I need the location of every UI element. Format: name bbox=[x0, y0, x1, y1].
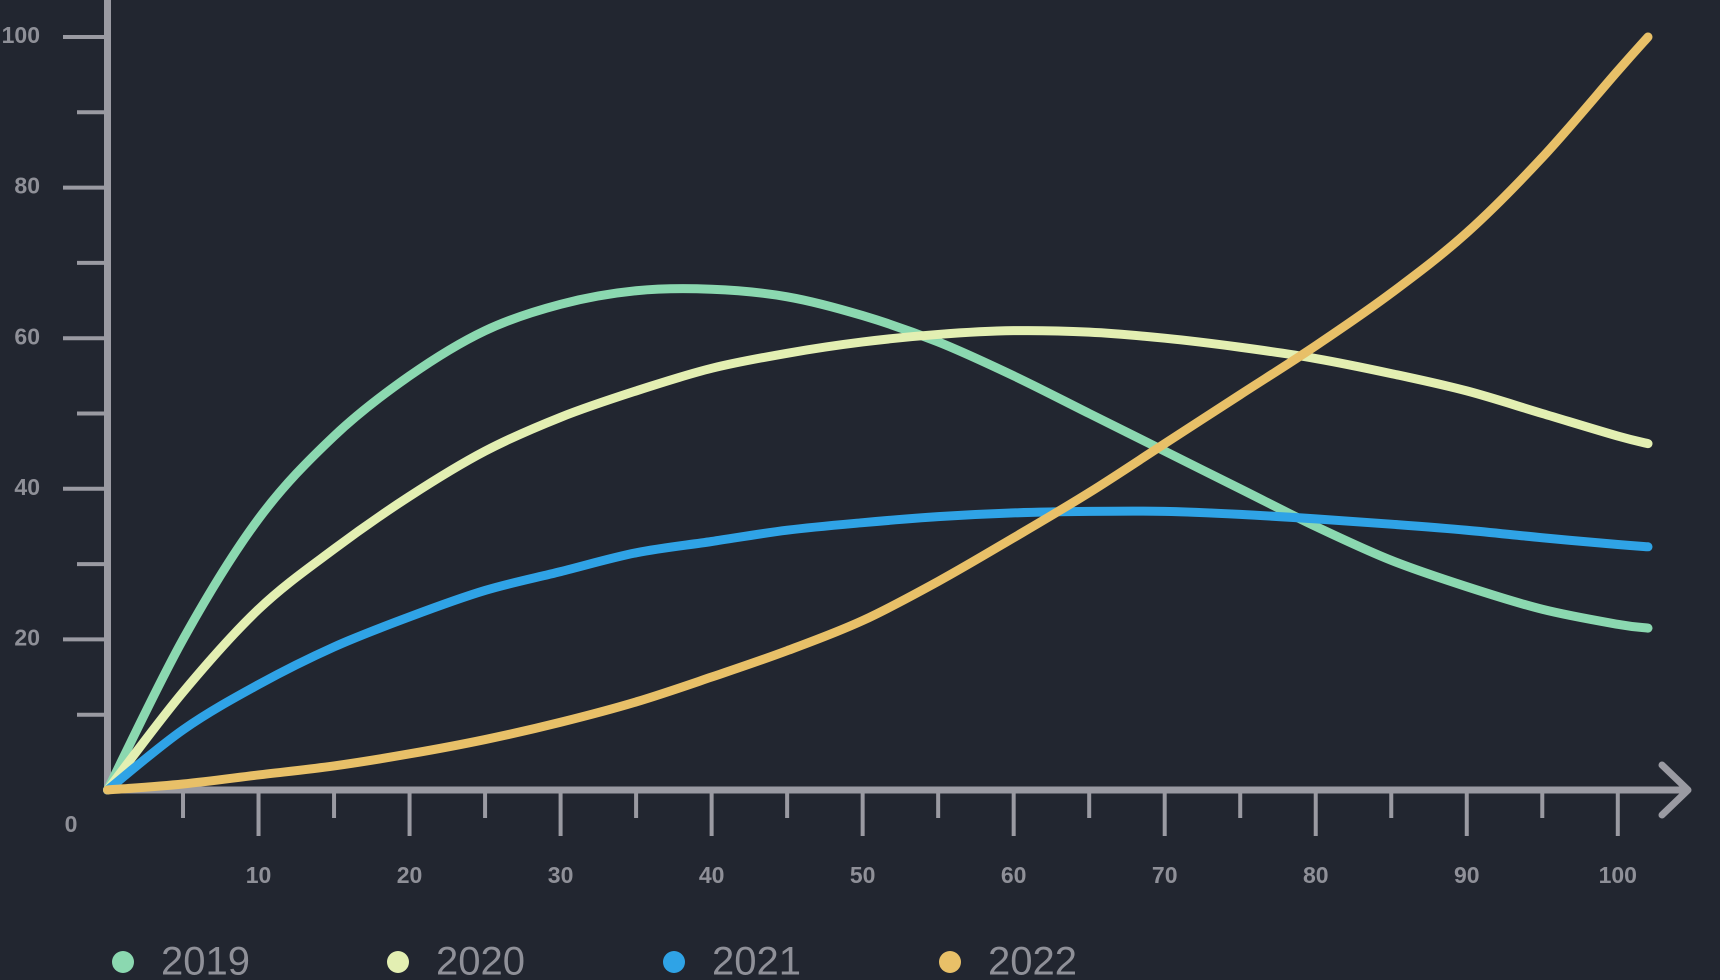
series-line bbox=[103, 506, 1653, 795]
x-tick-label: 90 bbox=[1454, 862, 1480, 888]
x-tick-label: 30 bbox=[548, 862, 574, 888]
y-tick-label: 20 bbox=[14, 624, 40, 650]
legend-label: 2022 bbox=[988, 940, 1077, 980]
y-tick-label: 80 bbox=[14, 173, 40, 199]
x-axis-arrow bbox=[1658, 761, 1692, 819]
series-line bbox=[103, 326, 1653, 795]
legend-marker bbox=[387, 951, 409, 973]
y-tick-label: 40 bbox=[14, 474, 40, 500]
legend-marker bbox=[939, 951, 961, 973]
legend-label: 2019 bbox=[161, 940, 250, 980]
legend-label: 2020 bbox=[436, 940, 525, 980]
x-tick-label: 100 bbox=[1599, 862, 1637, 888]
x-tick-label: 60 bbox=[1001, 862, 1027, 888]
legend-marker bbox=[663, 951, 685, 973]
series-line bbox=[103, 284, 1653, 795]
legend-label: 2021 bbox=[712, 940, 801, 980]
y-tick-label: 60 bbox=[14, 323, 40, 349]
x-tick-label: 20 bbox=[397, 862, 423, 888]
x-tick-label: 10 bbox=[246, 862, 272, 888]
series-line bbox=[103, 32, 1653, 795]
x-tick-label: 50 bbox=[850, 862, 876, 888]
legend-marker bbox=[112, 951, 134, 973]
x-tick-label: 70 bbox=[1152, 862, 1178, 888]
x-tick-label: 80 bbox=[1303, 862, 1329, 888]
y-tick-label: 100 bbox=[2, 22, 40, 48]
x-tick-label: 40 bbox=[699, 862, 725, 888]
origin-label: 0 bbox=[65, 811, 78, 837]
